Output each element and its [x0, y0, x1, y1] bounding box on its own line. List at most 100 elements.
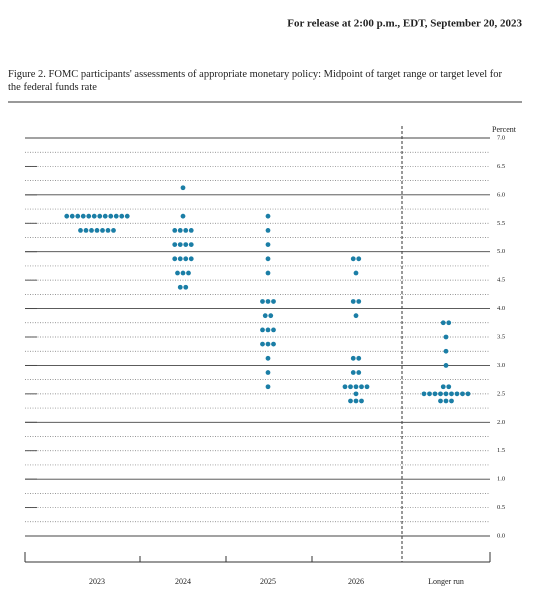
x-axis-ticks — [24, 552, 491, 562]
dot — [80, 213, 86, 219]
dot — [172, 227, 178, 233]
dot — [440, 384, 446, 390]
dot — [177, 284, 183, 290]
dot — [271, 327, 276, 333]
x-tick-label: 2023 — [89, 577, 105, 586]
y-tick-label: 0.5 — [497, 504, 505, 511]
dot — [356, 370, 362, 375]
y-tick-label: 0.0 — [497, 532, 505, 539]
dot — [75, 213, 81, 219]
x-tick-label: 2026 — [348, 577, 364, 586]
dot — [183, 227, 189, 233]
dot — [172, 256, 178, 262]
dot — [188, 242, 194, 248]
dot — [177, 227, 183, 233]
dot — [69, 213, 75, 219]
dot — [265, 270, 271, 276]
dot — [353, 398, 359, 404]
dot — [265, 384, 271, 390]
dot — [260, 299, 265, 304]
dot — [89, 227, 94, 233]
y-tick-label: 5.0 — [497, 248, 505, 255]
dot — [342, 384, 348, 390]
dot — [449, 398, 454, 404]
dot — [186, 270, 191, 276]
dot — [177, 242, 183, 248]
dot — [432, 391, 438, 397]
dot — [268, 313, 274, 319]
dot — [97, 213, 103, 219]
y-tick-label: 5.5 — [497, 220, 505, 227]
dot — [265, 242, 271, 248]
dot — [111, 227, 116, 233]
dot — [271, 341, 276, 347]
dot — [180, 185, 186, 191]
dot — [265, 213, 271, 219]
dot — [446, 320, 452, 326]
y-tick-label: 4.5 — [497, 277, 505, 284]
dot — [265, 341, 271, 347]
dot — [260, 327, 265, 333]
dot — [440, 320, 446, 326]
dot — [265, 327, 271, 333]
y-axis-label: Percent — [492, 125, 517, 134]
dot — [265, 227, 271, 233]
dot — [443, 391, 449, 397]
dot — [353, 384, 359, 390]
dot — [443, 348, 449, 354]
dot — [183, 256, 189, 262]
y-tick-label: 6.5 — [497, 163, 505, 170]
x-tick-label: 2025 — [260, 577, 276, 586]
dot — [350, 355, 356, 361]
dot — [460, 391, 465, 397]
dot — [353, 313, 359, 319]
dot — [356, 299, 362, 304]
dot — [262, 313, 268, 319]
dot — [265, 256, 271, 262]
dot — [83, 227, 89, 233]
dot — [443, 334, 449, 340]
y-tick-label: 4.0 — [497, 305, 505, 312]
dot — [265, 299, 271, 304]
dot — [356, 355, 362, 361]
dot — [91, 213, 97, 219]
x-tick-label: Longer run — [428, 577, 464, 586]
dot — [78, 227, 83, 233]
dot — [119, 213, 125, 219]
y-tick-label: 1.0 — [497, 476, 505, 483]
y-tick-label: 2.5 — [497, 390, 505, 397]
dot — [180, 270, 186, 276]
dot — [353, 391, 359, 397]
dot — [260, 341, 265, 347]
dot — [359, 398, 364, 404]
dot — [124, 213, 130, 219]
dot — [350, 256, 356, 262]
dot — [364, 384, 370, 390]
dot — [356, 256, 362, 262]
dot — [438, 398, 443, 404]
dot — [353, 270, 359, 276]
dot — [443, 398, 449, 404]
release-header: For release at 2:00 p.m., EDT, September… — [287, 18, 522, 30]
dot — [359, 384, 364, 390]
dot — [188, 227, 194, 233]
dot — [350, 299, 356, 304]
chart-title: Figure 2. FOMC participants' assessments… — [8, 69, 503, 93]
dot — [421, 391, 427, 397]
dot — [350, 370, 356, 375]
dot — [465, 391, 471, 397]
dot — [100, 227, 105, 233]
dot — [427, 391, 432, 397]
dot — [443, 363, 449, 368]
x-tick-label: 2024 — [175, 577, 191, 586]
dot — [108, 213, 114, 219]
dot — [188, 256, 194, 262]
dot — [438, 391, 443, 397]
dot — [183, 242, 189, 248]
dot — [94, 227, 100, 233]
caption-box: Figure 2. FOMC participants' assessments… — [8, 69, 503, 93]
y-tick-label: 7.0 — [497, 134, 505, 141]
y-tick-label: 2.0 — [497, 419, 505, 426]
dot — [177, 256, 183, 262]
dot — [449, 391, 454, 397]
